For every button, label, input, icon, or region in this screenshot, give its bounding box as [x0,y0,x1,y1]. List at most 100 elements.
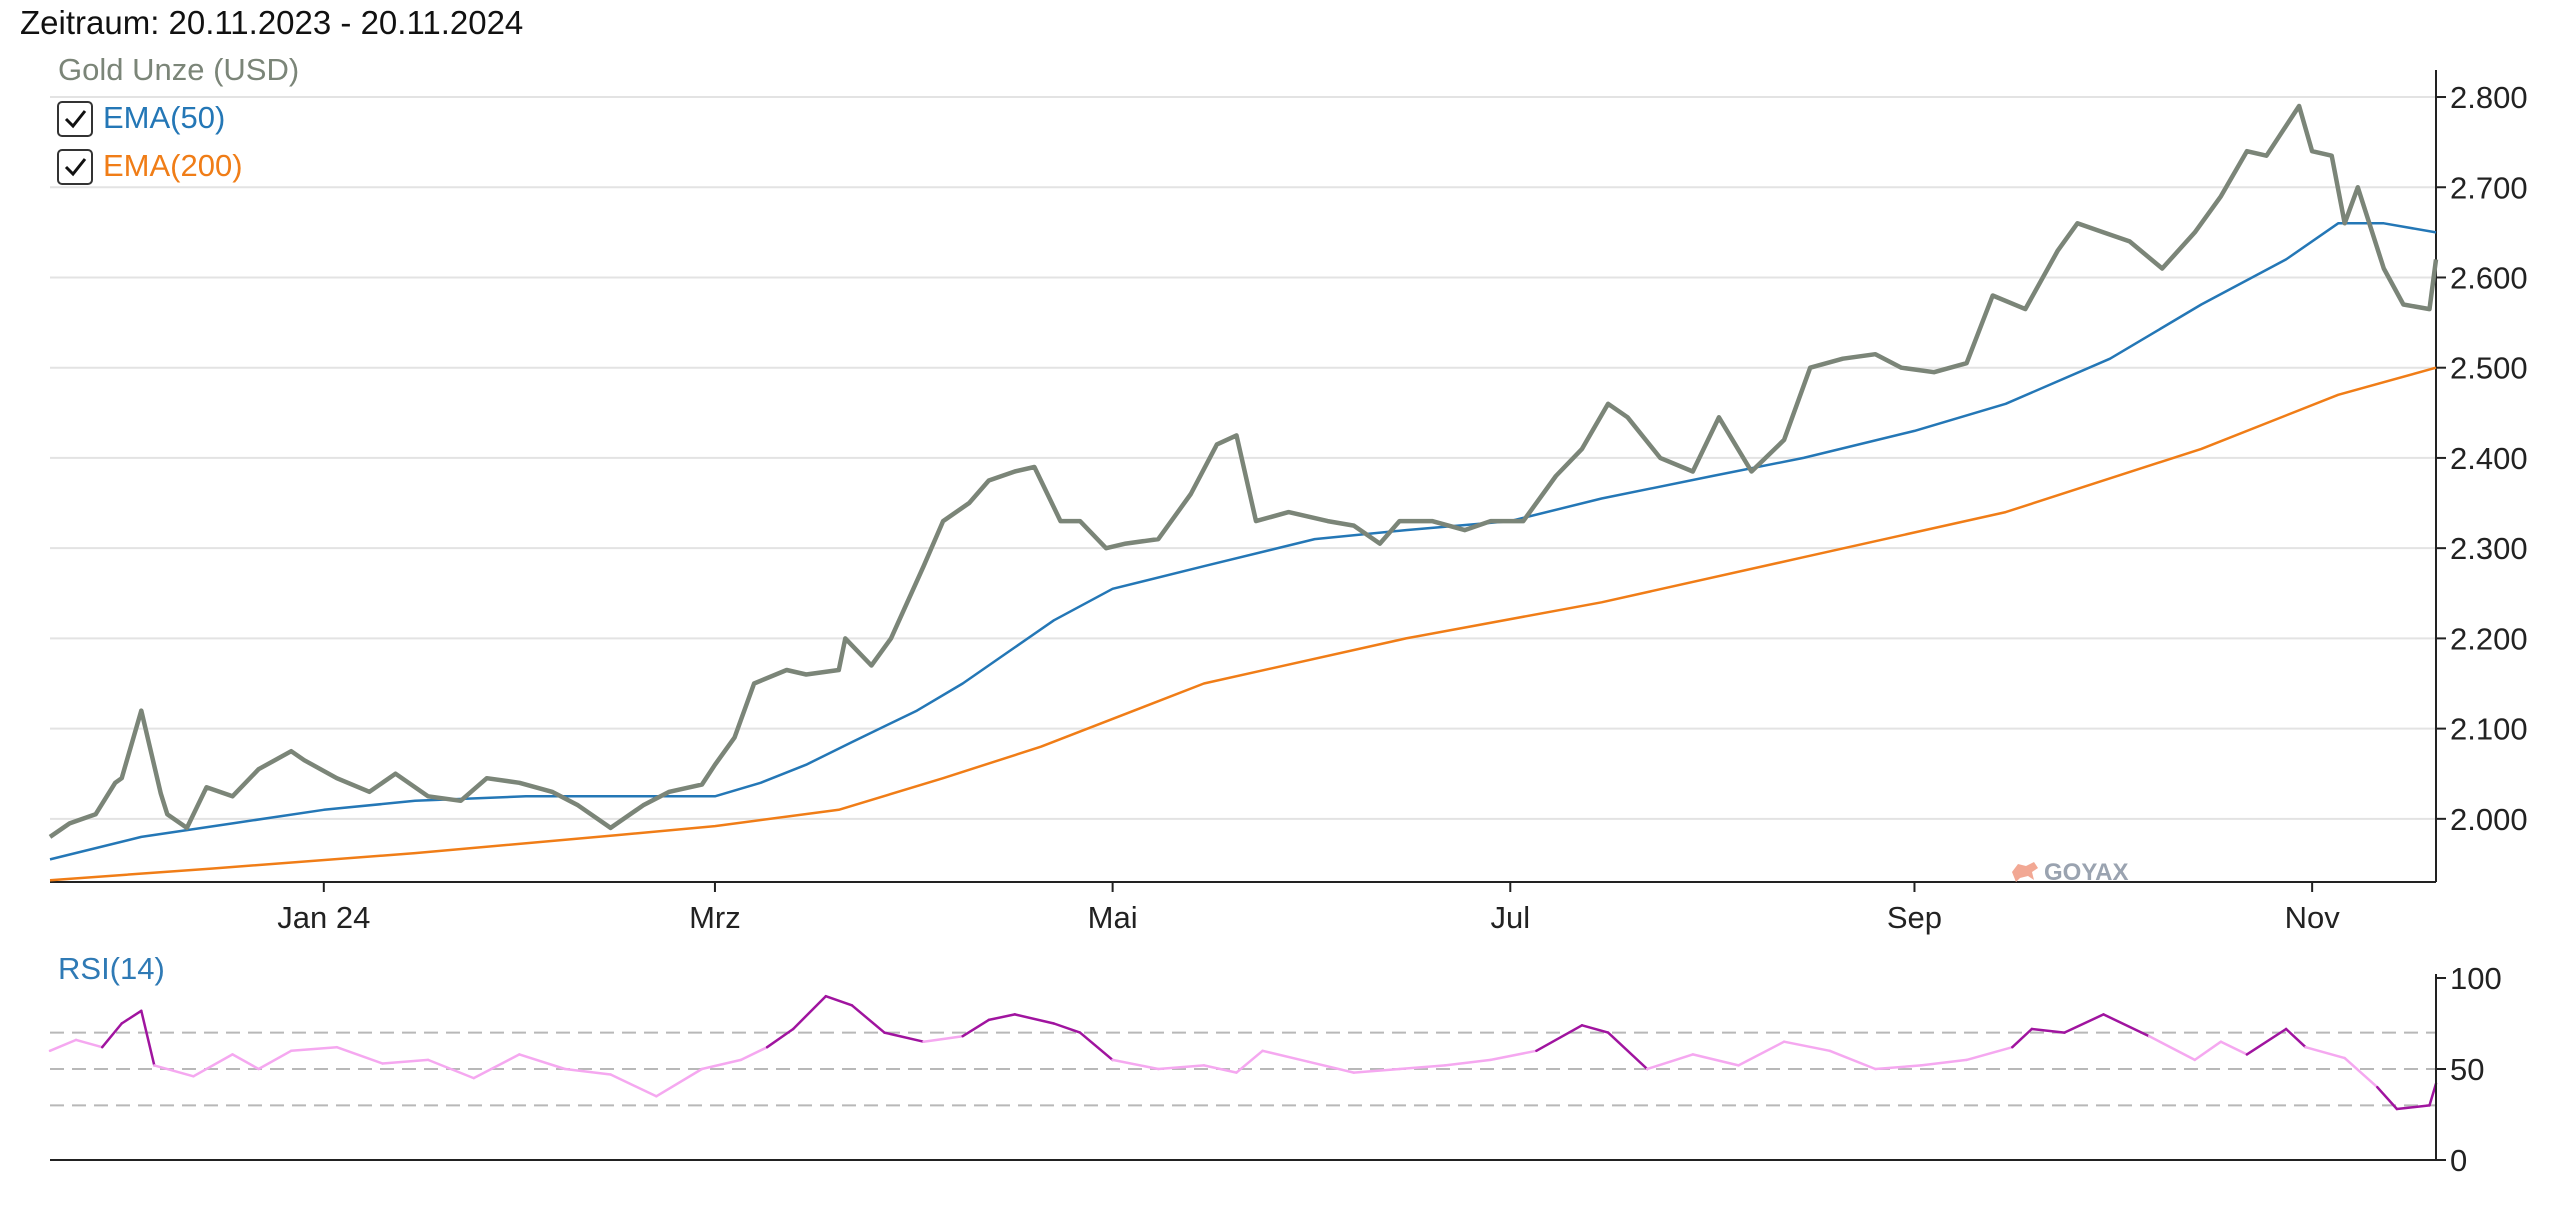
rsi-segment [1489,1049,1538,1062]
price-grid [50,96,2436,820]
rsi-segment [231,1053,260,1071]
rsi-segment [1202,1064,1238,1074]
rsi-segment [1235,1049,1264,1074]
price-y-axis-ticks: 2.000 2.100 2.200 2.300 2.400 2.500 2.600 2.700… [2436,80,2528,837]
rsi-segment [1535,1024,1584,1053]
rsi-segment [1580,1024,1610,1034]
rsi-segment [824,994,854,1007]
rsi-segment [1782,1040,1831,1053]
rsi-segment [2343,1056,2379,1089]
watermark-text: GOYAX [2044,859,2128,886]
x-tick-label: Nov [2285,900,2341,935]
price-series [48,103,2439,882]
rsi-segment [2011,1027,2034,1049]
rsi-segment [2030,1027,2066,1034]
period-label: Zeitraum: 20.11.2023 - 20.11.2024 [20,4,524,41]
rsi-segment [518,1053,567,1071]
x-tick-label: Sep [1887,900,1942,935]
checkmark-icon [64,110,87,129]
rsi-segment [563,1067,612,1076]
rsi-segment [2147,1034,2197,1062]
rsi-segment [1398,1064,1447,1071]
y-tick-label: 2.600 [2450,260,2528,295]
y-tick-label: 2.000 [2450,802,2528,837]
rsi-segment [1443,1058,1492,1067]
rsi-tick-label: 100 [2450,961,2502,996]
rsi-segment [2284,1027,2307,1049]
ema200-checkbox[interactable] [57,149,93,185]
y-tick-label: 2.300 [2450,531,2528,566]
rsi-segment [140,1009,156,1067]
ema50-checkbox[interactable] [57,101,93,137]
legend: Gold Unze (USD) EMA(50) EMA(200) [57,52,299,185]
y-tick-label: 2.200 [2450,621,2528,656]
rsi-segment [1157,1064,1206,1071]
y-tick-label: 2.400 [2450,441,2528,476]
rsi-segment [335,1045,384,1065]
price-line [48,103,2439,839]
rsi-segment [153,1064,195,1078]
rsi-segment [120,1009,143,1025]
rsi-segment [2304,1045,2346,1060]
rsi-segment [1645,1053,1695,1071]
y-tick-label: 2.700 [2450,170,2528,205]
ema200-line [49,366,2437,882]
rsi-segment [1013,1013,1056,1025]
rsi-segment [2219,1040,2249,1056]
legend-ema200[interactable]: EMA(200) [103,148,243,183]
rsi-segment [1965,1045,2014,1062]
watermark: GOYAX [2012,859,2128,886]
rsi-segment [739,1045,769,1062]
rsi-segment [700,1058,743,1071]
rsi-segment [472,1053,521,1080]
rsi-segment [1919,1058,1968,1067]
rsi-series [48,994,2438,1111]
rsi-segment [883,1031,925,1043]
rsi-segment [655,1067,704,1098]
legend-ema50[interactable]: EMA(50) [103,100,225,135]
rsi-segment [100,1022,123,1049]
rsi-segment [765,1027,795,1049]
rsi-segment [1874,1064,1923,1071]
ema50-line [49,222,2437,861]
y-tick-label: 2.100 [2450,712,2528,747]
rsi-segment [48,1038,78,1053]
goyax-bull-icon [2012,862,2038,882]
rsi-segment [1828,1049,1877,1071]
rsi-segment [426,1058,475,1080]
rsi-segment [257,1049,293,1071]
x-tick-label: Mrz [689,900,741,935]
rsi-segment [2428,1082,2438,1107]
rsi-segment [1691,1053,1740,1067]
rsi-segment [1052,1022,1082,1034]
rsi-segment [1078,1031,1114,1062]
rsi-segment [1737,1040,1786,1067]
rsi-segment [289,1045,339,1053]
x-axis-ticks: Jan 24 Mrz Mai Jul Sep Nov [277,882,2340,935]
rsi-segment [961,1018,991,1038]
rsi-reference-lines [50,1031,2436,1107]
rsi-segment [987,1013,1017,1022]
rsi-segment [2395,1104,2431,1111]
y-tick-label: 2.800 [2450,80,2528,115]
y-tick-label: 2.500 [2450,351,2528,386]
rsi-segment [2102,1013,2151,1038]
x-tick-label: Jan 24 [277,900,370,935]
rsi-title: RSI(14) [58,951,165,986]
rsi-segment [609,1073,658,1098]
rsi-segment [1261,1049,1310,1063]
rsi-segment [2063,1013,2105,1034]
rsi-segment [1111,1058,1160,1071]
rsi-segment [1352,1067,1401,1074]
legend-price: Gold Unze (USD) [58,52,299,87]
rsi-segment [2376,1085,2399,1111]
x-tick-label: Mai [1088,900,1138,935]
rsi-segment [381,1058,430,1065]
rsi-segment [74,1038,104,1049]
checkmark-icon [64,158,87,177]
rsi-tick-label: 0 [2450,1143,2467,1178]
rsi-segment [850,1004,886,1034]
rsi-segment [192,1053,234,1078]
rsi-y-axis-ticks: 0 50 100 [2436,961,2502,1178]
